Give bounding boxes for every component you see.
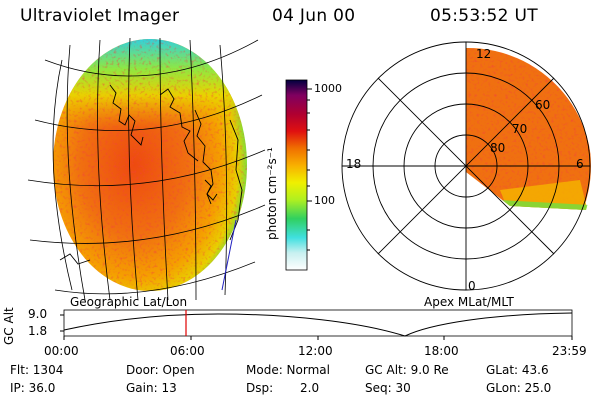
altitude-ytick-low: 1.8	[28, 324, 48, 338]
info-dsp-label: Dsp:	[246, 381, 274, 395]
left-panel-caption: Geographic Lat/Lon	[70, 295, 188, 309]
colorbar	[285, 79, 312, 271]
mlt-label-12: 12	[476, 47, 492, 61]
altitude-ylabel: GC Alt	[2, 307, 16, 345]
info-seq: Seq: 30	[365, 381, 411, 395]
coastlines	[59, 84, 243, 265]
info-ip: IP: 36.0	[10, 381, 56, 395]
info-glon: GLon: 25.0	[486, 381, 552, 395]
date-label: 04 Jun 00	[272, 6, 356, 26]
info-glat: GLat: 43.6	[486, 363, 549, 377]
mlt-label-0: 0	[468, 279, 476, 293]
mlt-label-6: 6	[576, 157, 584, 171]
geographic-globe	[53, 39, 247, 291]
altitude-xtick-0000: 00:00	[44, 344, 79, 358]
instrument-title: Ultraviolet Imager	[20, 6, 180, 26]
info-flt: Flt: 1304	[10, 363, 64, 377]
altitude-ytick-high: 9.0	[28, 307, 48, 321]
right-panel-caption: Apex MLat/MLT	[424, 295, 514, 309]
altitude-xtick-1800: 18:00	[424, 344, 459, 358]
colorbar-tick-100: 100	[314, 194, 335, 207]
info-gain: Gain: 13	[126, 381, 177, 395]
altitude-xtick-1200: 12:00	[298, 344, 333, 358]
info-gc-alt: GC Alt: 9.0 Re	[365, 363, 449, 377]
info-mode: Mode: Normal	[246, 363, 330, 377]
mlat-label-70: 70	[512, 122, 528, 136]
time-label: 05:53:52 UT	[430, 6, 538, 26]
mlt-label-18: 18	[346, 157, 362, 171]
blue-track-line	[221, 219, 237, 291]
info-door: Door: Open	[126, 363, 195, 377]
altitude-xtick-0600: 06:00	[170, 344, 205, 358]
colorbar-tick-1000: 1000	[314, 82, 342, 95]
altitude-xtick-2359: 23:59	[552, 344, 587, 358]
altitude-plot	[60, 309, 573, 340]
info-dsp-value: 2.0	[300, 381, 320, 395]
mlat-label-80: 80	[490, 141, 506, 155]
mlat-label-60: 60	[535, 98, 551, 112]
polar-plot	[341, 41, 591, 291]
